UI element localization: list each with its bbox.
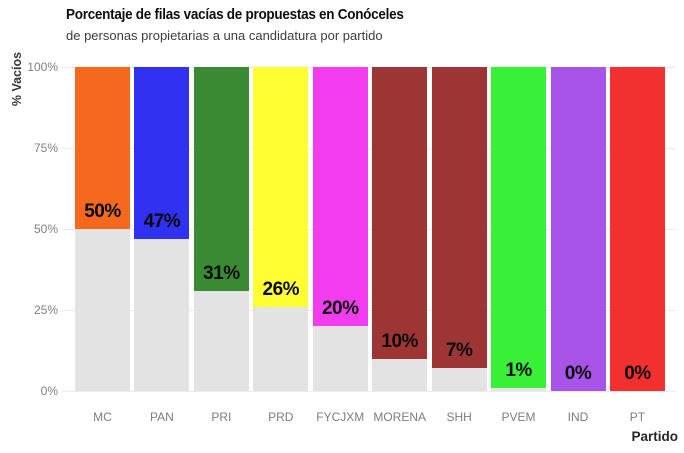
bar-column-PRD: 26% <box>253 67 309 391</box>
x-tick-label-PT: PT <box>629 410 646 424</box>
gridline-100% <box>62 67 676 68</box>
x-tick-label-IND: IND <box>567 410 589 424</box>
bar-remainder-MORENA <box>372 358 428 391</box>
gridline-75% <box>62 148 676 149</box>
x-tick-label-PRD: PRD <box>268 410 294 424</box>
x-axis-ticks: MC PAN PRI PRD FYCJXM MORENA SHH PVEM IND PT <box>75 410 665 424</box>
bar-fill-PVEM <box>491 67 547 388</box>
bar-column-MC: 50% <box>75 67 130 391</box>
bar-column-PAN: 47% <box>134 67 190 391</box>
x-axis-label: Partido <box>631 429 678 444</box>
bar-remainder-PRD <box>253 306 309 391</box>
bar-column-PVEM: 1% <box>491 67 547 391</box>
bar-value-label-PVEM: 1% <box>505 359 532 381</box>
bar-fill-FYCJXM <box>312 67 368 327</box>
bar-fill-IND <box>550 67 606 391</box>
bar-fill-MORENA <box>372 67 428 359</box>
bars-area: 50% 47% 31% 26% 20% 10% 7% 1% 0% 0% <box>75 67 665 391</box>
bar-fill-SHH <box>431 67 487 369</box>
bar-column-PT: 0% <box>609 67 665 391</box>
bar-fill-PRI <box>193 67 249 291</box>
bar-fill-PAN <box>134 67 190 239</box>
bar-fill-PT <box>609 67 665 391</box>
bar-column-IND: 0% <box>550 67 606 391</box>
gridline-50% <box>62 229 676 230</box>
bar-remainder-MC <box>75 229 130 391</box>
y-tick-label-0%: 0% <box>40 384 58 398</box>
bar-value-label-PT: 0% <box>624 363 651 384</box>
x-tick-label-FYCJXM: FYCJXM <box>316 410 365 424</box>
bar-value-label-PRI: 31% <box>203 262 240 284</box>
gridline-0% <box>62 391 676 392</box>
x-tick-label-MC: MC <box>93 410 112 424</box>
bar-column-SHH: 7% <box>431 67 487 391</box>
bar-value-label-MORENA: 10% <box>381 330 418 352</box>
bar-value-label-PAN: 47% <box>143 210 181 232</box>
bar-fill-PRD <box>253 67 309 307</box>
bar-value-label-MC: 50% <box>84 201 121 222</box>
bar-value-label-SHH: 7% <box>445 340 473 362</box>
bar-remainder-FYCJXM <box>312 326 368 391</box>
bar-value-label-PRD: 26% <box>262 278 300 300</box>
bar-column-PRI: 31% <box>193 67 249 391</box>
bar-value-label-FYCJXM: 20% <box>321 298 359 320</box>
bar-value-label-IND: 0% <box>564 363 592 384</box>
bar-fill-MC <box>75 67 130 229</box>
bar-column-FYCJXM: 20% <box>312 67 368 391</box>
x-tick-label-MORENA: MORENA <box>373 410 427 424</box>
y-tick-label-25%: 25% <box>33 303 58 317</box>
plot-gridlines <box>62 67 676 392</box>
x-tick-label-SHH: SHH <box>446 410 472 424</box>
y-tick-label-100%: 100% <box>27 60 58 74</box>
x-tick-label-PRI: PRI <box>211 410 232 424</box>
gridline-25% <box>62 310 676 311</box>
bar-remainder-PVEM <box>491 387 547 391</box>
x-tick-label-PAN: PAN <box>150 410 174 424</box>
bar-remainder-PAN <box>134 238 190 391</box>
bar-column-MORENA: 10% <box>372 67 428 391</box>
bar-remainder-PRI <box>193 290 249 391</box>
y-tick-label-50%: 50% <box>33 222 58 236</box>
y-axis-label: % Vacíos <box>10 51 24 107</box>
y-tick-label-75%: 75% <box>33 141 58 155</box>
x-tick-label-PVEM: PVEM <box>501 410 536 424</box>
bar-remainder-SHH <box>431 368 487 391</box>
chart-title: Porcentaje de filas vacías de propuestas… <box>66 6 404 23</box>
chart-subtitle: de personas propietarias a una candidatu… <box>66 28 383 43</box>
